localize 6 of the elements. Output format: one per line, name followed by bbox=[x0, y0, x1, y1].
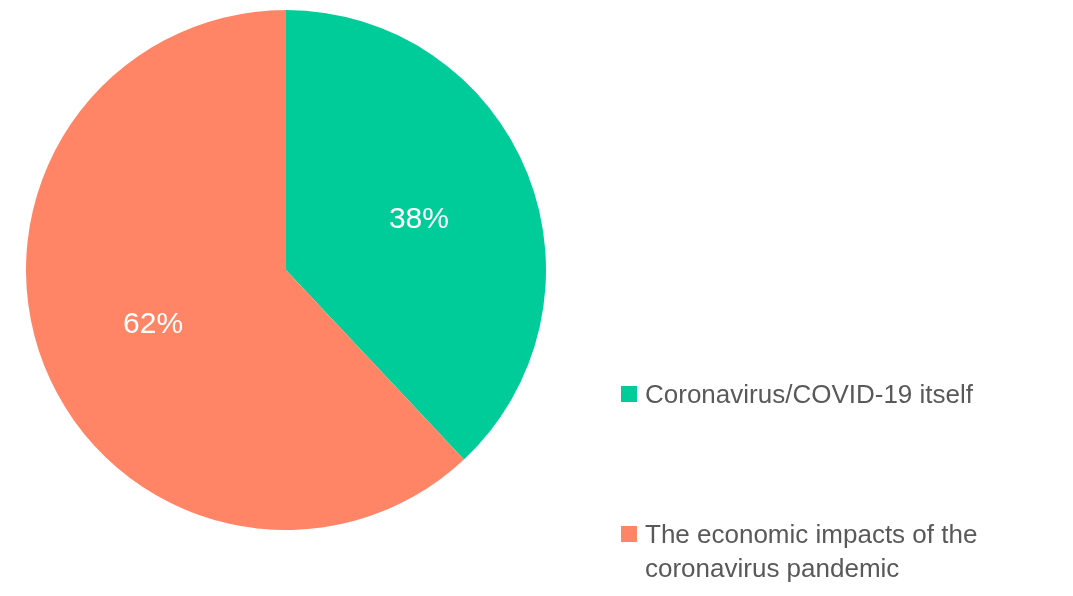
legend-label: The economic impacts of the coronavirus pandemic bbox=[645, 519, 978, 583]
legend-label: Coronavirus/COVID-19 itself bbox=[645, 379, 974, 409]
data-label: 62% bbox=[123, 306, 184, 340]
pie-slice bbox=[26, 10, 464, 530]
data-label: 38% bbox=[388, 200, 449, 234]
pie-slice bbox=[286, 10, 546, 460]
